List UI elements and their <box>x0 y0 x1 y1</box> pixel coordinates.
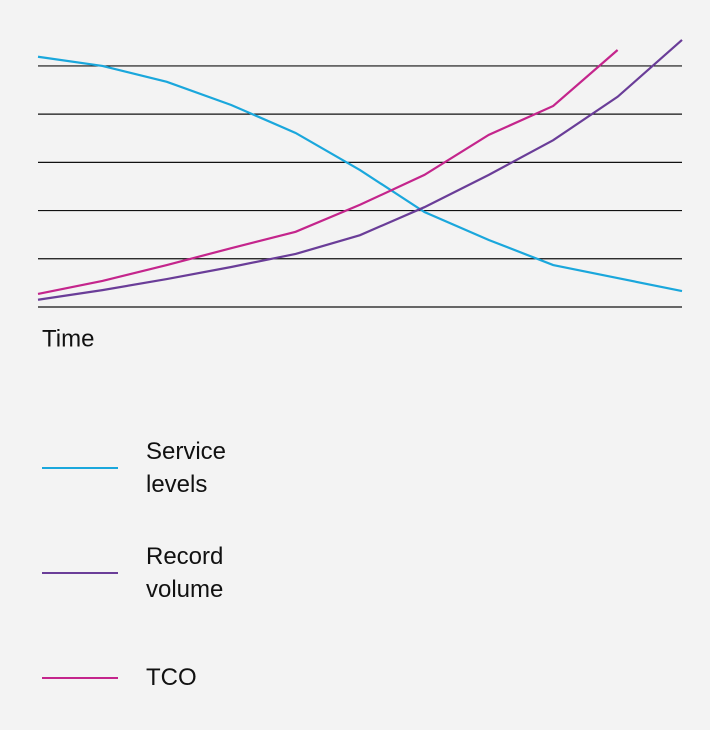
legend-swatch <box>42 466 118 469</box>
legend-swatch <box>42 676 118 679</box>
legend: Service levels Record volume TCO <box>42 415 266 730</box>
legend-swatch <box>42 571 118 574</box>
x-axis-label: Time <box>42 325 94 352</box>
legend-entry: TCO <box>42 625 266 730</box>
series-line <box>37 39 683 301</box>
legend-label: Service levels <box>146 437 227 498</box>
legend-entry: Service levels <box>42 415 266 520</box>
legend-entry: Record volume <box>42 520 266 625</box>
legend-label: Record volume <box>146 542 224 603</box>
series-line <box>37 49 619 296</box>
legend-label: TCO <box>146 664 197 691</box>
chart: Time <box>37 39 683 352</box>
series-line <box>37 55 683 293</box>
